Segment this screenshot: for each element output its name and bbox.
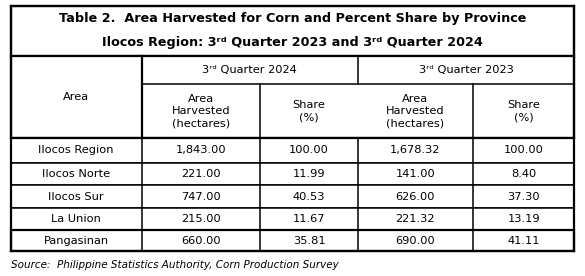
Bar [11, 230, 574, 251]
Text: Area: Area [63, 92, 89, 102]
Text: 660.00: 660.00 [181, 236, 221, 246]
Text: Share
(%): Share (%) [507, 100, 540, 122]
Text: 1,843.00: 1,843.00 [176, 145, 226, 155]
Text: Ilocos Region: 3ʳᵈ Quarter 2023 and 3ʳᵈ Quarter 2024: Ilocos Region: 3ʳᵈ Quarter 2023 and 3ʳᵈ … [102, 36, 483, 49]
Text: 1,678.32: 1,678.32 [390, 145, 441, 155]
Bar [11, 163, 574, 185]
Text: Ilocos Sur: Ilocos Sur [48, 192, 104, 202]
Text: 100.00: 100.00 [504, 145, 543, 155]
Text: 11.67: 11.67 [293, 214, 325, 224]
Text: 37.30: 37.30 [507, 192, 540, 202]
Bar [11, 6, 574, 56]
Text: 3ʳᵈ Quarter 2023: 3ʳᵈ Quarter 2023 [419, 65, 514, 75]
Text: 221.32: 221.32 [395, 214, 435, 224]
Text: Ilocos Region: Ilocos Region [38, 145, 114, 155]
Text: 41.11: 41.11 [507, 236, 540, 246]
Text: Ilocos Norte: Ilocos Norte [42, 169, 110, 179]
Text: 8.40: 8.40 [511, 169, 536, 179]
Bar [11, 208, 574, 230]
Text: 690.00: 690.00 [395, 236, 435, 246]
Text: Area
Harvested
(hectares): Area Harvested (hectares) [171, 94, 230, 129]
Bar [11, 185, 574, 208]
Text: 13.19: 13.19 [507, 214, 540, 224]
Text: La Union: La Union [51, 214, 101, 224]
Text: Source:  Philippine Statistics Authority, Corn Production Survey: Source: Philippine Statistics Authority,… [11, 260, 338, 270]
Text: 215.00: 215.00 [181, 214, 221, 224]
Bar [11, 56, 574, 138]
Text: 626.00: 626.00 [395, 192, 435, 202]
Text: 3ʳᵈ Quarter 2024: 3ʳᵈ Quarter 2024 [202, 65, 297, 75]
Text: 141.00: 141.00 [395, 169, 435, 179]
Text: Pangasinan: Pangasinan [43, 236, 109, 246]
Text: Table 2.  Area Harvested for Corn and Percent Share by Province: Table 2. Area Harvested for Corn and Per… [59, 12, 526, 25]
Text: 221.00: 221.00 [181, 169, 221, 179]
Text: Area
Harvested
(hectares): Area Harvested (hectares) [386, 94, 445, 129]
Text: Share
(%): Share (%) [292, 100, 326, 122]
Text: 100.00: 100.00 [289, 145, 329, 155]
Text: 747.00: 747.00 [181, 192, 221, 202]
Text: 40.53: 40.53 [293, 192, 325, 202]
Text: 11.99: 11.99 [293, 169, 325, 179]
Bar [11, 138, 574, 163]
Text: 35.81: 35.81 [293, 236, 325, 246]
